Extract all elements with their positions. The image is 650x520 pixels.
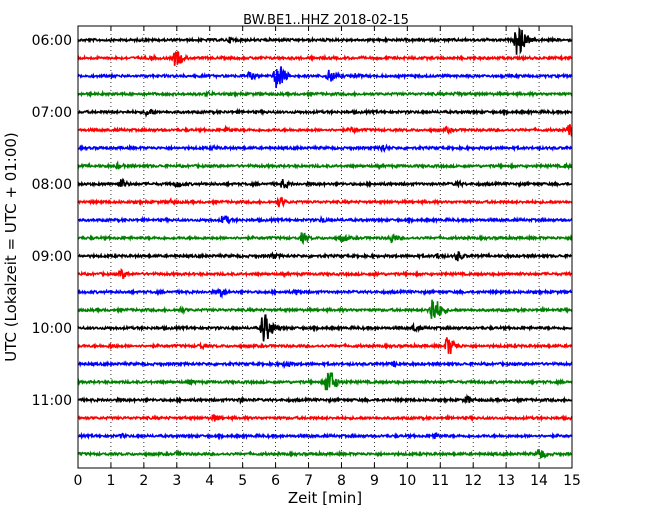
seismic-trace xyxy=(77,251,573,262)
x-tick-label: 0 xyxy=(74,473,83,489)
seismic-trace xyxy=(77,26,573,55)
seismic-trace xyxy=(77,177,573,189)
seismic-trace xyxy=(77,448,573,460)
seismic-trace xyxy=(77,267,573,280)
x-tick-label: 10 xyxy=(398,473,416,489)
seismic-trace xyxy=(77,66,573,89)
seismic-trace xyxy=(77,89,573,99)
x-tick-label: 13 xyxy=(497,473,515,489)
seismic-trace xyxy=(77,214,573,225)
x-tick-label: 12 xyxy=(464,473,482,489)
x-tick-label: 4 xyxy=(205,473,214,489)
y-tick-label: 09:00 xyxy=(32,249,72,265)
y-tick-label: 11:00 xyxy=(32,393,72,409)
y-axis: 06:00 07:00 08:00 09:00 10:00 11:00 xyxy=(32,33,572,409)
x-tick-label: 1 xyxy=(106,473,115,489)
seismic-trace xyxy=(77,287,573,299)
plot-frame xyxy=(77,25,573,469)
seismic-trace xyxy=(77,143,573,154)
x-tick-label: 15 xyxy=(563,473,581,489)
seismic-trace xyxy=(77,431,573,441)
x-axis: 0 1 2 3 4 5 6 7 8 9 10 11 12 13 14 15 xyxy=(74,26,581,489)
seismic-trace xyxy=(77,196,573,209)
plot-area xyxy=(78,26,572,468)
x-tick-label: 7 xyxy=(304,473,313,489)
x-tick-label: 11 xyxy=(431,473,449,489)
seismic-trace xyxy=(77,107,573,119)
seismic-trace xyxy=(77,160,573,171)
x-tick-label: 9 xyxy=(370,473,379,489)
seismic-trace xyxy=(77,314,573,342)
trace-group xyxy=(77,26,573,460)
x-tick-label: 6 xyxy=(271,473,280,489)
seismic-trace xyxy=(77,359,573,370)
y-tick-label: 08:00 xyxy=(32,177,72,193)
x-tick-label: 3 xyxy=(172,473,181,489)
y-tick-label: 07:00 xyxy=(32,105,72,121)
seismic-trace xyxy=(77,299,573,319)
seismic-trace xyxy=(77,50,573,66)
seismic-trace xyxy=(77,372,573,391)
seismic-trace xyxy=(77,124,573,137)
vertical-grid xyxy=(110,26,540,468)
seismic-trace xyxy=(77,393,573,405)
y-tick-label: 06:00 xyxy=(32,33,72,49)
x-tick-label: 2 xyxy=(139,473,148,489)
x-axis-label: Zeit [min] xyxy=(288,489,362,507)
seismic-trace xyxy=(77,232,573,246)
seismic-trace xyxy=(77,413,573,423)
y-axis-label: UTC (Lokalzeit = UTC + 01:00) xyxy=(2,132,20,362)
x-tick-label: 14 xyxy=(530,473,548,489)
y-tick-label: 10:00 xyxy=(32,321,72,337)
x-tick-label: 5 xyxy=(238,473,247,489)
x-tick-label: 8 xyxy=(337,473,346,489)
seismic-trace xyxy=(77,337,573,355)
chart-title: BW.BE1..HHZ 2018-02-15 xyxy=(243,13,409,28)
